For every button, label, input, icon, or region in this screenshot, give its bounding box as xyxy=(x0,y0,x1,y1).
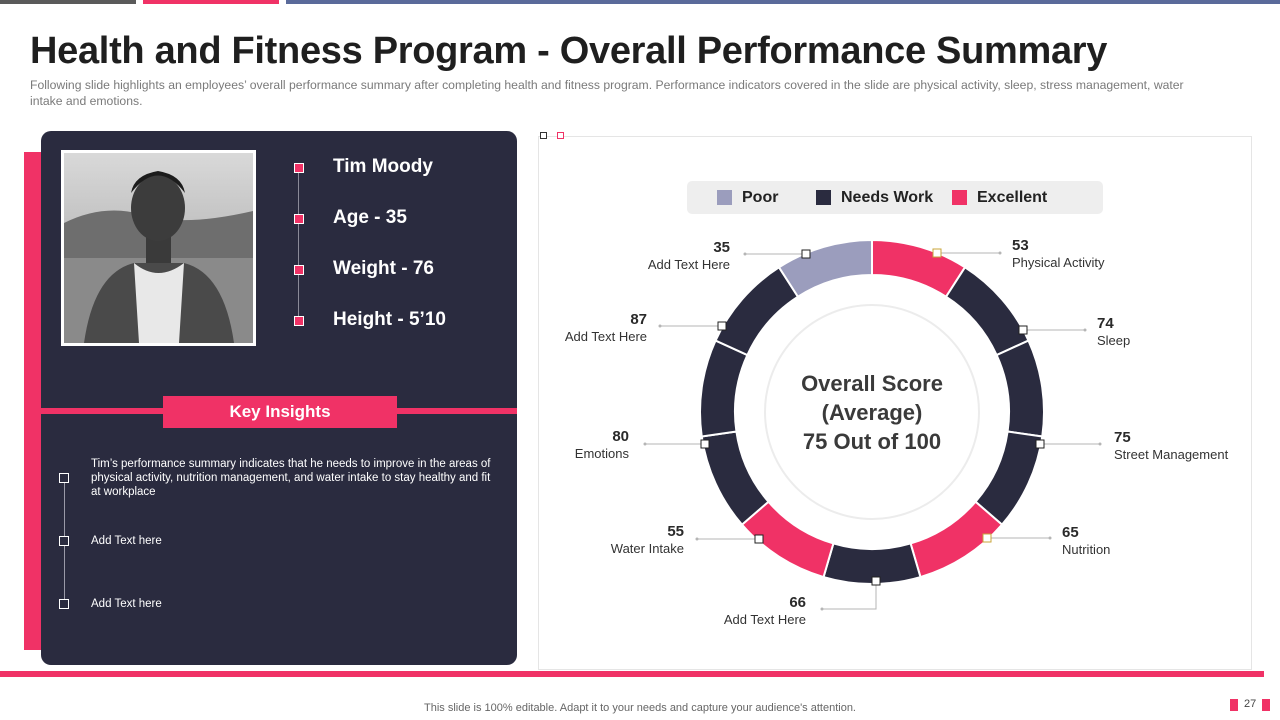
profile-weight: Weight - 76 xyxy=(333,258,434,279)
legend-label: Poor xyxy=(742,188,779,206)
legend-item-needs-work: Needs Work xyxy=(816,181,933,214)
panel-square-icon xyxy=(557,132,564,139)
profile-photo xyxy=(61,150,256,346)
profile-height: Height - 5’10 xyxy=(333,309,446,330)
insight-bullet-icon xyxy=(59,536,69,546)
insight-item: Add Text here xyxy=(91,535,162,547)
profile-timeline xyxy=(298,168,299,320)
key-insights-heading: Key Insights xyxy=(163,396,397,428)
legend-square-icon xyxy=(816,190,831,205)
legend-label: Needs Work xyxy=(841,188,934,206)
profile-bullet-icon xyxy=(294,214,304,224)
legend-square-icon xyxy=(952,190,967,205)
top-bar-pink xyxy=(143,0,279,4)
page-number: 27 xyxy=(1230,698,1274,712)
insight-item: Tim’s performance summary indicates that… xyxy=(91,458,491,498)
legend-square-icon xyxy=(717,190,732,205)
page-number-text: 27 xyxy=(1244,698,1257,710)
bottom-accent-line xyxy=(0,671,1264,677)
profile-bullet-icon xyxy=(294,316,304,326)
card-accent-strip xyxy=(24,152,42,650)
footer-text: This slide is 100% editable. Adapt it to… xyxy=(424,702,856,714)
page-left-icon xyxy=(1230,699,1238,711)
top-bar-dark xyxy=(0,0,136,4)
profile-bullet-icon xyxy=(294,265,304,275)
chart-panel xyxy=(538,136,1252,670)
page-subtitle: Following slide highlights an employees’… xyxy=(30,78,1184,108)
profile-age: Age - 35 xyxy=(333,207,407,228)
profile-bullet-icon xyxy=(294,163,304,173)
insight-bullet-icon xyxy=(59,473,69,483)
insight-bullet-icon xyxy=(59,599,69,609)
panel-square-icon xyxy=(540,132,547,139)
insight-item: Add Text here xyxy=(91,598,162,610)
profile-name: Tim Moody xyxy=(333,156,433,177)
legend-label: Excellent xyxy=(977,188,1048,206)
page-right-icon xyxy=(1262,699,1270,711)
legend-item-excellent: Excellent xyxy=(952,181,1047,214)
legend-item-poor: Poor xyxy=(717,181,778,214)
top-bar-blue xyxy=(286,0,1280,4)
chart-legend: Poor Needs Work Excellent xyxy=(687,181,1103,214)
page-title: Health and Fitness Program - Overall Per… xyxy=(30,30,1108,72)
